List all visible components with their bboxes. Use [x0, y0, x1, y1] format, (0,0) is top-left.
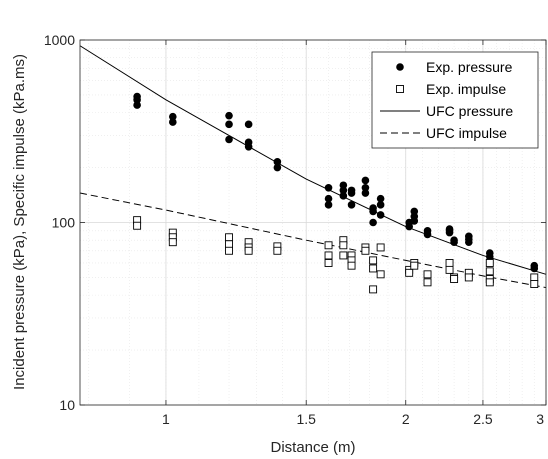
legend-circle-swatch [396, 63, 404, 71]
pressure-point [369, 218, 377, 227]
impulse-point [369, 264, 378, 273]
pressure-point [376, 194, 385, 203]
legend-label: Exp. impulse [426, 81, 506, 97]
y-tick-label: 10 [59, 397, 75, 413]
pressure-point [361, 176, 370, 185]
y-axis-title: Incident pressure (kPa), Specific impuls… [11, 54, 28, 390]
pressure-point [324, 201, 333, 209]
impulse-point [445, 265, 454, 274]
pressure-point [324, 183, 333, 192]
axis-ticks: 1 1.5 2 2.5 3 10 100 1000 [44, 32, 547, 427]
pressure-point [465, 238, 473, 246]
impulse-point [244, 246, 253, 255]
impulse-point [485, 278, 494, 287]
legend: Exp. pressure Exp. impulse UFC pressure UFC… [371, 51, 539, 149]
impulse-point [369, 285, 378, 294]
impulse-point [324, 241, 333, 250]
pressure-point [273, 158, 282, 166]
impulse-point [339, 251, 348, 260]
pressure-point [225, 120, 233, 129]
legend-label: Exp. pressure [426, 59, 513, 75]
impulse-point [485, 259, 494, 267]
impulse-point [376, 270, 385, 279]
x-tick-label: 1 [162, 411, 170, 427]
pressure-point [133, 101, 141, 109]
impulse-point [225, 240, 233, 249]
impulse-point [347, 261, 356, 270]
impulse-point [530, 273, 539, 282]
impulse-point [324, 259, 333, 267]
impulse-point [423, 278, 432, 287]
pressure-point [244, 120, 253, 129]
pressure-point [225, 111, 233, 120]
impulse-point [361, 246, 370, 255]
x-axis-title: Distance (m) [270, 439, 355, 456]
series-points [133, 92, 539, 294]
pressure-point [169, 118, 177, 126]
x-tick-label: 1.5 [296, 411, 316, 427]
impulse-point [405, 268, 414, 277]
pressure-point [450, 238, 458, 246]
pressure-point [133, 96, 141, 104]
pressure-point [225, 135, 233, 144]
legend-square-swatch [396, 85, 404, 93]
impulse-point [324, 251, 333, 260]
impulse-point [339, 241, 348, 250]
impulse-point [225, 233, 233, 242]
impulse-point [225, 246, 233, 255]
impulse-point [133, 221, 142, 230]
pressure-point [361, 183, 370, 192]
impulse-point [273, 246, 282, 255]
pressure-point [530, 264, 539, 273]
impulse-point [530, 280, 539, 288]
pressure-point [405, 222, 413, 231]
x-tick-label: 2 [402, 411, 410, 427]
pressure-point [324, 194, 333, 203]
pressure-point [273, 163, 282, 172]
pressure-point [410, 217, 419, 225]
series-line-2 [79, 45, 547, 275]
x-tick-label: 2.5 [473, 411, 493, 427]
x-tick-label: 3 [536, 411, 544, 427]
pressure-point [244, 142, 253, 151]
pressure-point [445, 228, 454, 237]
impulse-point [376, 243, 385, 252]
pressure-point [339, 186, 348, 195]
pressure-point [369, 207, 377, 216]
pressure-point [347, 201, 356, 209]
pressure-point [376, 211, 385, 219]
y-tick-label: 100 [52, 215, 76, 231]
pressure-point [169, 112, 177, 121]
y-tick-label: 1000 [44, 32, 75, 48]
impulse-point [369, 256, 378, 265]
impulse-point [410, 261, 419, 270]
pressure-point [361, 189, 370, 197]
impulse-point [464, 273, 473, 282]
impulse-point [423, 270, 432, 279]
pressure-point [347, 189, 356, 197]
legend-label: UFC pressure [426, 103, 513, 119]
legend-label: UFC impulse [426, 125, 507, 141]
impulse-point [168, 238, 177, 247]
impulse-point [485, 267, 494, 276]
impulse-point [445, 259, 454, 267]
pressure-point [423, 230, 432, 239]
pressure-point [339, 192, 348, 200]
impulse-point [450, 275, 459, 283]
pressure-point [376, 201, 385, 209]
